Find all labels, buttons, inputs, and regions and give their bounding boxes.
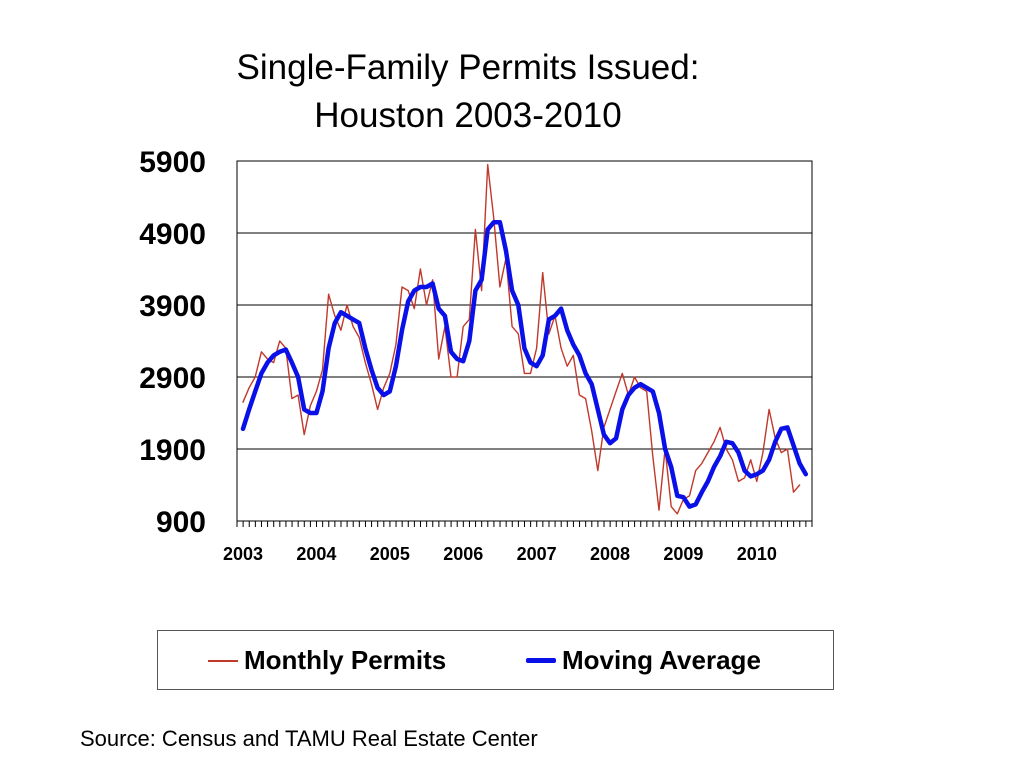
monthly-permits-swatch [208, 659, 238, 662]
y-tick-label-5900: 5900 [139, 146, 206, 179]
legend: Monthly Permits Moving Average [157, 630, 834, 690]
y-tick-label-2900: 2900 [139, 362, 206, 395]
legend-label-monthly-permits: Monthly Permits [244, 645, 447, 675]
x-tick-label-2003: 2003 [223, 544, 263, 564]
moving-average-line [240, 219, 809, 509]
chart-title-line-2: Houston 2003-2010 [314, 96, 622, 135]
x-tick-label-2006: 2006 [443, 544, 483, 564]
legend-label-moving-average: Moving Average [562, 645, 761, 675]
y-tick-label-1900: 1900 [139, 434, 206, 467]
x-tick-label-2009: 2009 [663, 544, 703, 564]
x-tick-label-2005: 2005 [370, 544, 410, 564]
legend-item-moving-average: Moving Average [526, 645, 761, 676]
x-tick-label-2010: 2010 [737, 544, 777, 564]
legend-item-monthly-permits: Monthly Permits [208, 645, 446, 676]
y-tick-label-3900: 3900 [139, 290, 206, 323]
x-tick-label-2008: 2008 [590, 544, 630, 564]
chart-title-line-1: Single-Family Permits Issued: [236, 48, 700, 87]
y-tick-label-900: 900 [156, 506, 206, 539]
source-note: Source: Census and TAMU Real Estate Cent… [80, 726, 538, 751]
chart-title: Single-Family Permits Issued: Houston 20… [0, 44, 936, 140]
y-tick-label-4900: 4900 [139, 218, 206, 251]
moving-average-swatch [526, 658, 556, 663]
x-tick-label-2007: 2007 [517, 544, 557, 564]
x-tick-label-2004: 2004 [296, 544, 336, 564]
